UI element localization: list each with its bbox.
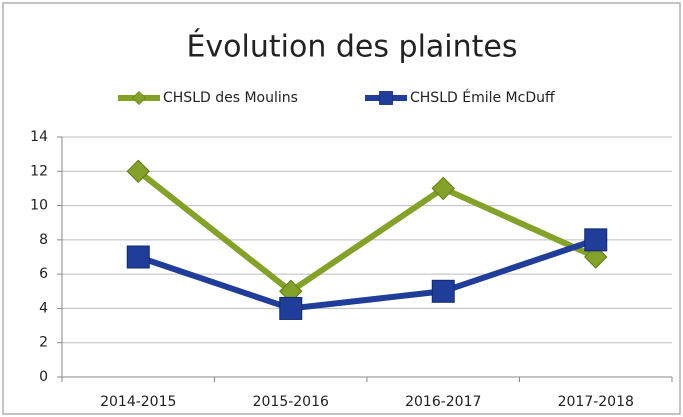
y-tick-label: 12 <box>30 163 48 179</box>
x-tick-label: 2015-2016 <box>253 394 329 410</box>
x-tick-label: 2017-2018 <box>558 394 634 410</box>
data-point <box>126 245 150 269</box>
x-tick-label: 2014-2015 <box>100 394 176 410</box>
y-tick-label: 6 <box>39 266 48 282</box>
y-tick-label: 4 <box>39 300 48 316</box>
data-point <box>584 228 608 252</box>
chart-title: Évolution des plaintes <box>186 29 517 65</box>
y-tick-label: 0 <box>39 369 48 385</box>
legend-label: CHSLD des Moulins <box>163 90 298 106</box>
data-point <box>279 296 303 320</box>
data-point <box>431 279 455 303</box>
series-line <box>136 168 597 295</box>
series-line <box>137 237 597 312</box>
y-tick-label: 2 <box>39 335 48 351</box>
y-tick-label: 14 <box>30 129 48 145</box>
y-tick-label: 10 <box>30 198 48 214</box>
legend-marker <box>379 91 393 105</box>
y-tick-label: 8 <box>39 232 48 248</box>
data-point <box>126 159 150 183</box>
data-point <box>431 176 455 201</box>
x-tick-label: 2016-2017 <box>405 394 481 410</box>
legend-label: CHSLD Émile McDuff <box>410 89 555 106</box>
legend-marker <box>131 90 147 106</box>
data-point <box>584 245 608 269</box>
